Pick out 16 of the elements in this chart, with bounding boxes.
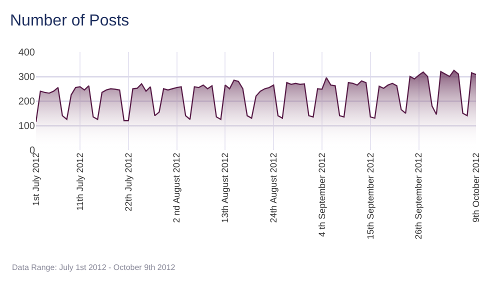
x-tick-label: 9th October 2012 [470, 152, 481, 222]
y-tick-label: 300 [18, 72, 36, 83]
x-tick-label: 24th August 2012 [268, 152, 279, 223]
x-tick-label: 2 nd August 2012 [172, 152, 182, 223]
text: Data Range: July 1st 2012 - October 9th 2012 [12, 263, 176, 272]
x-tick-label: 26th September 2012 [414, 152, 424, 240]
x-tick-label: 22th July 2012 [123, 152, 134, 212]
x-tick-label: 4 th September 2012 [316, 152, 327, 237]
y-tick-label: 100 [18, 121, 36, 132]
chart-title: Number of Posts [10, 12, 130, 30]
x-tick-label: 11th July 2012 [74, 152, 85, 211]
y-tick-label: 200 [18, 96, 36, 108]
x-tick-label: 1st July 2012 [30, 152, 41, 206]
x-tick-label: 15th September 2012 [365, 152, 376, 240]
y-tick-label: 400 [18, 48, 36, 58]
x-tick-label: 13th August 2012 [220, 152, 230, 223]
